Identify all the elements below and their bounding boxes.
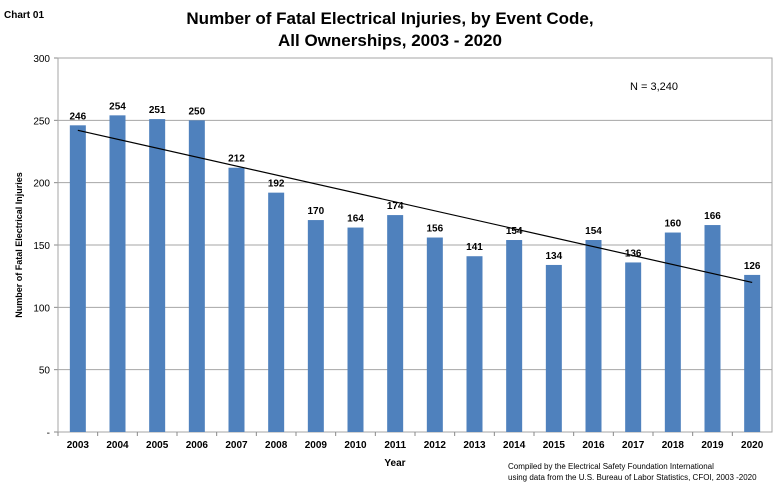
source-credit: Compiled by the Electrical Safety Founda… (508, 461, 757, 483)
data-label: 246 (69, 111, 86, 122)
bar-2009 (307, 220, 324, 432)
bar-2017 (625, 262, 642, 432)
annotation: N = 3,240 (630, 81, 678, 93)
data-label: 164 (347, 214, 364, 225)
data-label: 254 (109, 101, 126, 112)
bar-2019 (704, 225, 721, 432)
bar-2016 (585, 240, 602, 432)
bar-2008 (268, 192, 285, 432)
y-tick-label: 150 (33, 241, 50, 252)
x-tick-label: 2010 (344, 440, 367, 451)
bar-2011 (387, 215, 404, 432)
data-label: 192 (268, 179, 285, 190)
title-line-2: All Ownerships, 2003 - 2020 (278, 31, 502, 50)
credit-line-1: Compiled by the Electrical Safety Founda… (508, 462, 714, 471)
bar-2013 (466, 256, 483, 432)
x-tick-label: 2015 (543, 440, 566, 451)
bar-2012 (426, 237, 443, 432)
x-tick-label: 2019 (701, 440, 724, 451)
data-label: 160 (664, 219, 681, 230)
data-label: 134 (545, 251, 562, 262)
x-tick-label: 2013 (463, 440, 486, 451)
credit-line-2: using data from the U.S. Bureau of Labor… (508, 473, 757, 482)
x-tick-label: 2004 (106, 440, 129, 451)
bar-2018 (664, 232, 681, 432)
data-label: 250 (188, 106, 205, 117)
bar-2015 (545, 264, 562, 432)
chart-label: Chart 01 (4, 10, 45, 21)
x-tick-label: 2009 (305, 440, 328, 451)
x-tick-label: 2008 (265, 440, 288, 451)
x-tick-label: 2018 (662, 440, 685, 451)
x-tick-label: 2012 (424, 440, 447, 451)
data-label: 251 (149, 105, 166, 116)
y-tick-label: 300 (33, 54, 50, 65)
x-tick-label: 2017 (622, 440, 645, 451)
x-tick-label: 2006 (186, 440, 209, 451)
data-label: 156 (426, 224, 443, 235)
bar-2020 (744, 274, 761, 432)
bar-2014 (506, 240, 523, 432)
data-label: 154 (506, 226, 523, 237)
x-tick-label: 2007 (225, 440, 248, 451)
data-label: 126 (744, 261, 761, 272)
y-tick-label: 250 (33, 116, 50, 127)
x-tick-label: 2003 (67, 440, 90, 451)
data-label: 154 (585, 226, 602, 237)
data-label: 212 (228, 154, 245, 165)
x-tick-label: 2014 (503, 440, 526, 451)
data-label: 170 (307, 206, 324, 217)
y-tick-label: 100 (33, 303, 50, 314)
title-line-1: Number of Fatal Electrical Injuries, by … (186, 9, 594, 28)
chart-title: Number of Fatal Electrical Injuries, by … (0, 8, 780, 52)
y-tick-label: 50 (39, 366, 51, 377)
data-label: 174 (387, 201, 404, 212)
bar-2003 (69, 125, 86, 432)
y-axis-label: Number of Fatal Electrical Injuries (14, 172, 24, 318)
bar-2010 (347, 227, 364, 432)
y-tick-label: 200 (33, 179, 50, 190)
data-label: 166 (704, 211, 721, 222)
bar-2005 (149, 119, 166, 432)
bar-2007 (228, 167, 245, 432)
bar-2004 (109, 115, 126, 432)
trend-line (77, 129, 753, 283)
data-label: 141 (466, 242, 483, 253)
y-tick-label: - (47, 428, 50, 439)
x-tick-label: 2005 (146, 440, 169, 451)
x-tick-label: 2011 (384, 440, 406, 451)
data-label: 136 (625, 248, 642, 259)
x-tick-label: 2016 (582, 440, 605, 451)
x-axis-label: Year (384, 458, 405, 469)
x-tick-label: 2020 (741, 440, 764, 451)
bar-2006 (188, 120, 205, 432)
